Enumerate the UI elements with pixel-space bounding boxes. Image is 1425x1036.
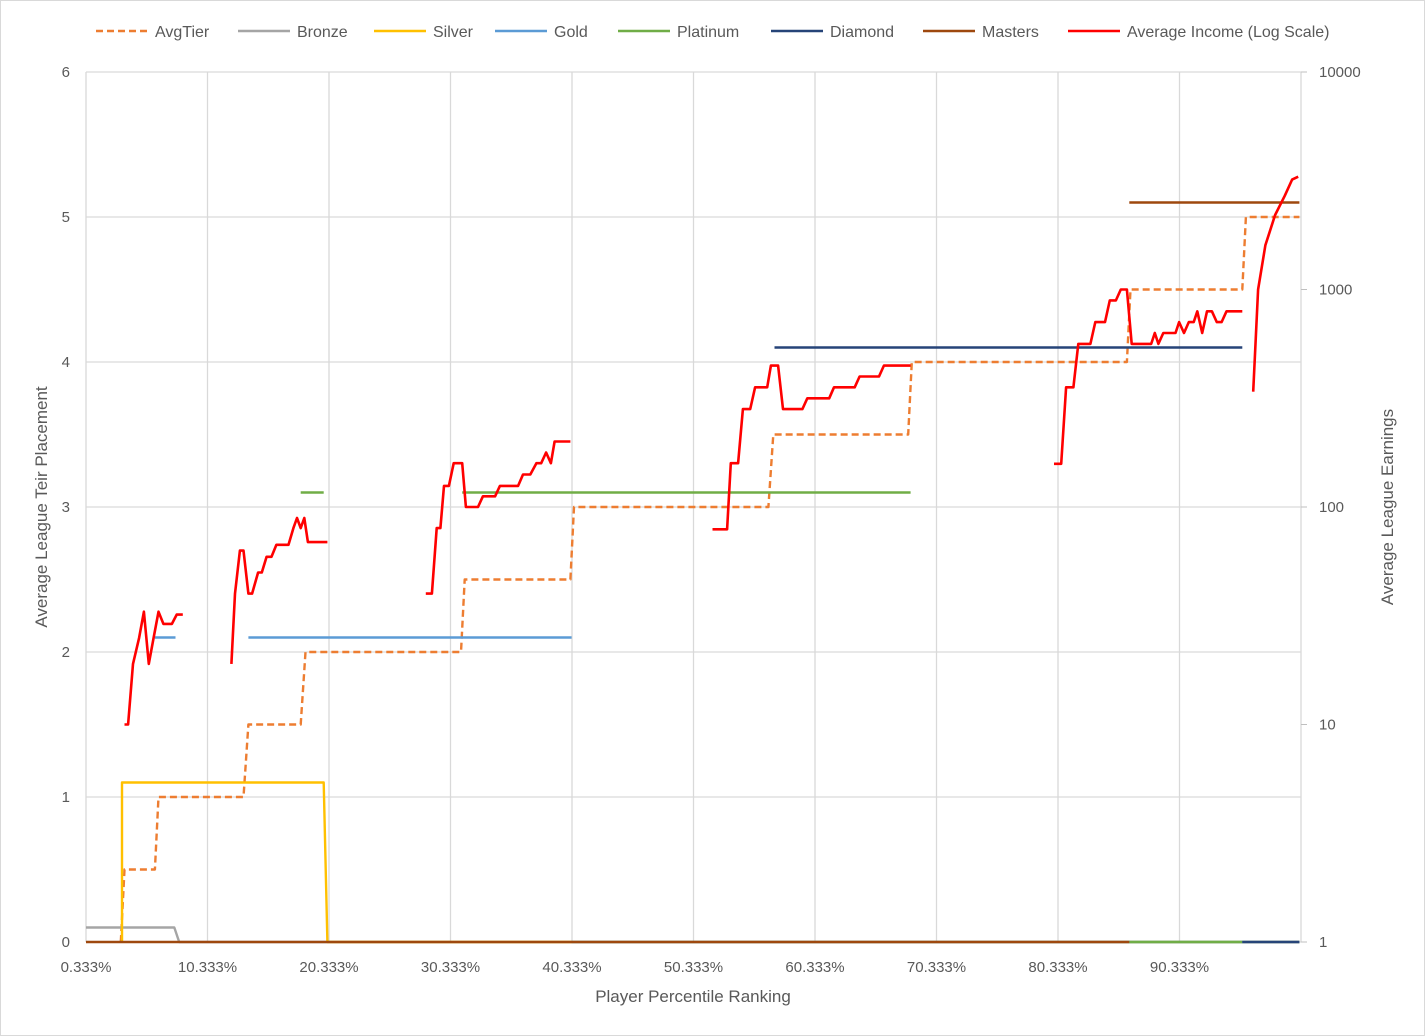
x-tick-label: 0.333% [61,959,112,976]
y2-tick-label: 1 [1319,934,1327,951]
y-tick-label: 5 [62,209,70,226]
x-tick-label: 70.333% [907,959,966,976]
y-axis-title: Average League Teir Placement [32,386,51,628]
y2-tick-label: 10 [1319,717,1336,734]
series-line-average-income-log-scale [124,610,183,726]
y2-tick-label: 10000 [1319,64,1361,81]
series-line-average-income-log-scale [1251,175,1299,392]
x-tick-label: 40.333% [542,959,601,976]
legend-label-bronze: Bronze [297,24,348,41]
x-axis: 0.333% 10.333% 20.333% 30.333% 40.333% 50.333… [61,959,1210,976]
x-axis-title: Player Percentile Ranking [595,987,791,1006]
x-tick-label: 20.333% [299,959,358,976]
legend-label-masters: Masters [982,24,1039,41]
x-tick-label: 10.333% [178,959,237,976]
series-line-average-income-log-scale [230,516,328,664]
series-line-avgtier [119,215,1300,943]
legend-label-silver: Silver [433,24,474,41]
gridlines [85,71,1302,943]
y2-tick-label: 100 [1319,499,1344,516]
x-tick-label: 50.333% [664,959,723,976]
legend-label-platinum: Platinum [677,24,739,41]
legend-label-gold: Gold [554,24,588,41]
y-tick-label: 3 [62,499,70,516]
y-tick-label: 4 [62,354,70,371]
y2-axis-title: Average League Earnings [1378,409,1397,605]
series-line-average-income-log-scale [425,440,571,595]
y-axis-left: 0 1 2 3 4 5 6 [62,64,70,951]
x-tick-label: 90.333% [1150,959,1209,976]
x-tick-label: 80.333% [1028,959,1087,976]
legend-label-average-income-log-scale: Average Income (Log Scale) [1127,24,1329,41]
y-tick-label: 2 [62,644,70,661]
series-line-average-income-log-scale [712,364,911,531]
y-axis-right: 1 10 100 1000 10000 [1301,64,1361,951]
plot-area [86,175,1300,944]
legend-label-diamond: Diamond [830,24,894,41]
x-tick-label: 30.333% [421,959,480,976]
legend: AvgTier Bronze Silver Gold Platinum Diamond Ma… [96,24,1329,41]
series-line-average-income-log-scale [1054,288,1243,466]
legend-label-avgtier: AvgTier [155,24,210,41]
y-tick-label: 1 [62,789,70,806]
y-tick-label: 6 [62,64,70,81]
x-tick-label: 60.333% [785,959,844,976]
y-tick-label: 0 [62,934,70,951]
y2-tick-label: 1000 [1319,282,1352,299]
